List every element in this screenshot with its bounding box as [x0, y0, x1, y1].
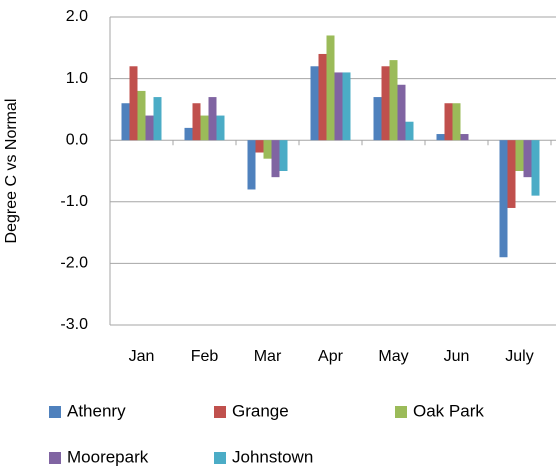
bar — [263, 140, 272, 159]
bar — [373, 97, 382, 141]
bar — [145, 115, 154, 141]
bar — [452, 103, 461, 141]
legend-swatch — [49, 406, 61, 418]
y-tick-label: 0.0 — [66, 131, 88, 148]
bar — [531, 140, 540, 196]
bar — [310, 66, 319, 141]
legend: Athenry Grange Oak Park Moorepark Johnstown — [49, 401, 484, 466]
legend-swatch — [214, 452, 226, 464]
legend-label: Grange — [232, 401, 289, 420]
x-tick-label: Mar — [254, 348, 282, 365]
x-tick-label: Apr — [318, 348, 344, 365]
legend-label: Athenry — [67, 401, 126, 420]
bar — [326, 35, 335, 141]
bar — [342, 72, 351, 141]
bar — [460, 134, 469, 141]
bar — [216, 115, 225, 141]
bar — [515, 140, 524, 171]
bar — [271, 140, 280, 178]
x-tick-label: Jun — [444, 348, 470, 365]
bar — [381, 66, 390, 141]
x-tick-label: Jan — [129, 348, 155, 365]
bar — [507, 140, 516, 208]
legend-label: Oak Park — [413, 401, 484, 420]
bar — [247, 140, 256, 190]
y-tick-label: -2.0 — [60, 255, 88, 272]
bar — [397, 84, 406, 141]
bar — [184, 127, 193, 141]
legend-swatch — [395, 406, 407, 418]
bar — [444, 103, 453, 141]
x-tick-label: Feb — [191, 348, 219, 365]
bar — [499, 140, 508, 258]
bar — [334, 72, 343, 141]
y-tick-label: -1.0 — [60, 193, 88, 210]
legend-swatch — [49, 452, 61, 464]
bar — [436, 134, 445, 141]
bar — [389, 60, 398, 141]
legend-label: Moorepark — [67, 447, 149, 466]
bar — [523, 140, 532, 178]
bar — [279, 140, 288, 171]
x-tick-label: May — [378, 348, 408, 365]
y-axis-label: Degree C vs Normal — [3, 99, 20, 244]
bar — [192, 103, 201, 141]
bar — [208, 97, 217, 141]
bar — [137, 90, 146, 141]
bar — [318, 53, 327, 141]
bar — [255, 140, 264, 153]
y-tick-label: 2.0 — [66, 8, 88, 25]
bar — [129, 66, 138, 141]
y-tick-label: -3.0 — [60, 316, 88, 333]
legend-label: Johnstown — [232, 447, 313, 466]
bar — [121, 103, 130, 141]
y-tick-label: 1.0 — [66, 70, 88, 87]
x-tick-label: July — [505, 348, 533, 365]
bar — [200, 115, 209, 141]
bar — [153, 97, 162, 141]
legend-swatch — [214, 406, 226, 418]
bar — [405, 121, 414, 141]
